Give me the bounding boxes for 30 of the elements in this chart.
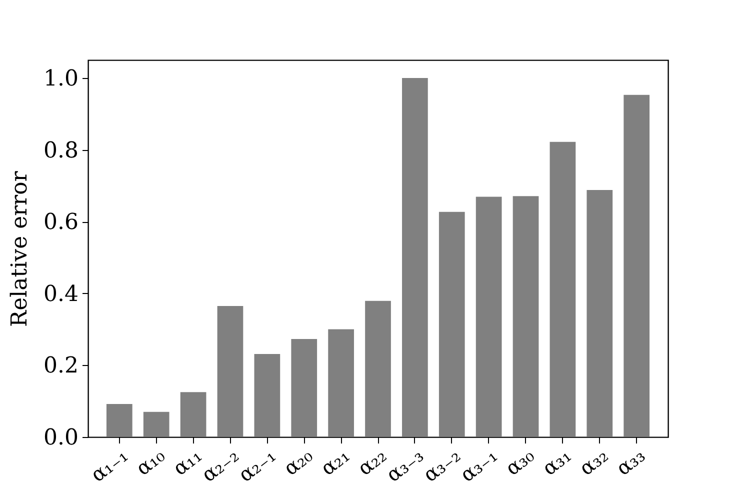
- x-tick-label: α₂₀: [278, 443, 318, 480]
- y-tick-label: 0.6: [44, 210, 78, 236]
- bar: [586, 190, 613, 437]
- bar: [402, 78, 428, 437]
- bar: [624, 94, 650, 437]
- bar: [143, 412, 170, 437]
- x-tick-label: α₃₂: [574, 443, 613, 480]
- y-tick-label: 0.8: [44, 138, 78, 164]
- bar: [512, 196, 539, 437]
- bar: [217, 306, 244, 437]
- bar: [254, 354, 280, 437]
- y-tick-label: 0.4: [44, 282, 78, 307]
- bar: [550, 142, 576, 437]
- bar: [476, 196, 502, 437]
- x-tick-label: α₁₋₁: [86, 443, 132, 487]
- bar: [106, 404, 132, 437]
- bar: [180, 392, 206, 437]
- bar: [328, 329, 354, 437]
- y-tick-label: 0.0: [44, 426, 78, 450]
- y-axis-title: Relative error: [8, 170, 33, 327]
- x-tick-label: α₃₃: [611, 443, 650, 480]
- y-tick-label: 0.2: [44, 354, 78, 379]
- x-tick-label: α₃₁: [538, 443, 576, 480]
- y-tick-label: 1.0: [44, 66, 78, 92]
- bar: [291, 338, 318, 437]
- bar: [365, 300, 391, 437]
- x-tick-label: α₂₁: [316, 443, 354, 480]
- x-tick-label: α₁₀: [131, 443, 170, 480]
- x-tick-label: α₃₀: [500, 443, 539, 480]
- bar: [438, 212, 465, 437]
